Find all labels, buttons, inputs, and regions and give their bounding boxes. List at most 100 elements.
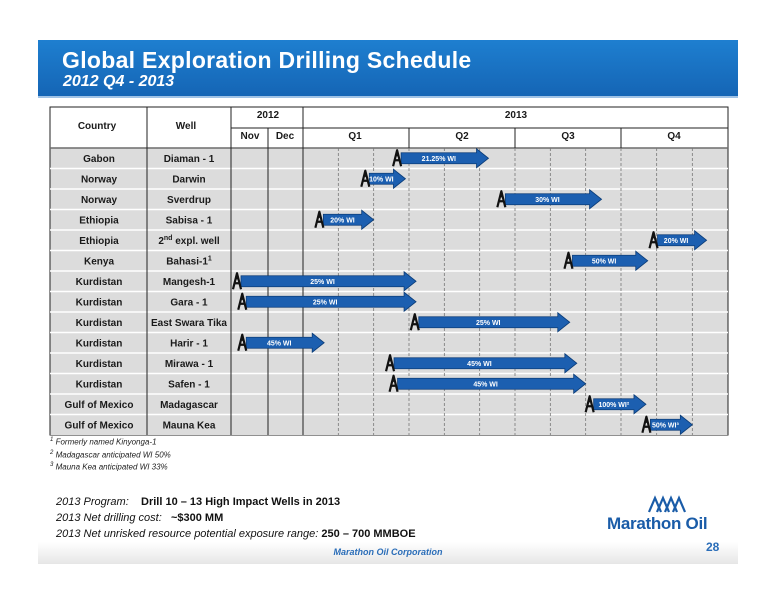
row-background <box>50 394 728 415</box>
task-arrow <box>397 373 587 395</box>
row-well: Bahasi-11 <box>166 255 212 267</box>
row-country: Kurdistan <box>76 277 123 288</box>
page-subtitle: 2012 Q4 - 2013 <box>63 73 175 90</box>
program-line-2: 2013 Net drilling cost: ~$300 MM <box>56 512 224 524</box>
task-label: 45% WI <box>267 340 292 347</box>
row-well: East Swara Tika <box>151 318 227 329</box>
row-well: Safen - 1 <box>168 379 210 390</box>
task-arrow <box>400 147 490 169</box>
row-country: Gulf of Mexico <box>65 420 134 431</box>
logo-wave-icon <box>647 495 687 513</box>
row-country: Kurdistan <box>76 338 123 349</box>
row-well: 2nd expl. well <box>158 235 220 247</box>
task-label: 20% WI <box>664 238 689 245</box>
drilling-rig-icon <box>648 231 659 249</box>
task-arrow <box>245 291 417 313</box>
title-banner: Global Exploration Drilling Schedule 201… <box>38 40 738 96</box>
row-country: Kurdistan <box>76 297 123 308</box>
header-q3: Q3 <box>561 131 575 142</box>
row-background <box>50 250 728 271</box>
row-background <box>50 209 728 230</box>
program-summary: 2013 Program: Drill 10 – 13 High Impact … <box>56 494 416 542</box>
footnote-1: 1 Formerly named Kinyonga-1 <box>50 437 157 447</box>
row-background <box>50 148 728 169</box>
drilling-rig-icon <box>388 374 399 393</box>
schedule-grid <box>49 106 729 436</box>
drill-task: 45% WI <box>388 373 587 395</box>
header-q4: Q4 <box>667 131 681 142</box>
header-q1: Q1 <box>348 131 362 142</box>
row-background <box>50 414 728 435</box>
task-arrow <box>572 250 649 272</box>
page-title: Global Exploration Drilling Schedule <box>62 47 472 73</box>
row-country: Kurdistan <box>76 318 123 329</box>
task-arrow <box>368 168 407 190</box>
drill-task: 25% WI <box>231 270 417 292</box>
banner-underline <box>38 96 738 98</box>
page-number: 28 <box>706 540 720 554</box>
row-well: Darwin <box>172 174 205 185</box>
drill-task: 25% WI <box>237 291 417 313</box>
header-well: Well <box>176 121 197 132</box>
row-well: Sverdrup <box>167 195 211 206</box>
task-arrow <box>504 188 603 210</box>
footer-bar: Marathon Oil Corporation <box>38 542 738 564</box>
schedule-rows: Gabon Diaman - 1 Norway Darwin Norway Sverdru… <box>65 154 228 432</box>
task-label: 100% WI² <box>598 402 629 409</box>
drilling-rig-icon <box>392 149 403 167</box>
drill-task: 10% WI <box>360 168 407 190</box>
drilling-rig-icon <box>584 395 595 413</box>
marathon-oil-logo: Marathon Oil <box>605 494 725 540</box>
footnotes: 1 Formerly named Kinyonga-1 2 Madagascar… <box>50 435 171 473</box>
header-q2: Q2 <box>455 131 469 142</box>
task-label: 50% WI <box>592 258 617 265</box>
task-arrow <box>593 393 647 415</box>
row-country: Kenya <box>84 256 114 267</box>
drill-task: 50% WI <box>563 250 649 272</box>
row-country: Gabon <box>83 154 115 165</box>
drilling-rig-icon <box>237 292 248 311</box>
schedule-header: Country Well 2012 2013 Nov Dec Q1 Q2 Q3 … <box>78 110 681 142</box>
task-label: 30% WI <box>535 197 560 204</box>
drill-task: 25% WI <box>409 311 571 333</box>
drill-task: 45% WI <box>384 352 578 374</box>
row-background <box>50 230 728 251</box>
row-country: Norway <box>81 174 118 185</box>
row-country: Kurdistan <box>76 379 123 390</box>
task-label: 20% WI <box>330 217 355 224</box>
task-arrow <box>240 270 417 292</box>
row-well: Mirawa - 1 <box>165 359 214 370</box>
row-well: Diaman - 1 <box>164 154 215 165</box>
row-country: Norway <box>81 195 118 206</box>
task-label: 25% WI <box>310 279 335 286</box>
row-country: Gulf of Mexico <box>65 400 134 411</box>
task-label: 50% WI³ <box>652 422 680 429</box>
row-well: Harir - 1 <box>170 338 208 349</box>
task-label: 45% WI <box>467 361 492 368</box>
row-well: Mangesh-1 <box>163 277 216 288</box>
drilling-rig-icon <box>563 251 574 270</box>
task-label: 45% WI <box>473 381 498 388</box>
row-background <box>50 189 728 210</box>
row-well: Mauna Kea <box>163 420 216 431</box>
drilling-rig-icon <box>384 354 396 372</box>
drilling-rig-icon <box>314 210 325 229</box>
header-month-nov: Nov <box>241 131 260 142</box>
header-year-2012: 2012 <box>257 110 280 121</box>
drill-task: 20% WI <box>648 229 708 251</box>
row-country: Ethiopia <box>79 236 119 247</box>
drilling-rig-icon <box>409 313 420 331</box>
task-arrow <box>393 352 578 374</box>
row-well: Gara - 1 <box>170 297 208 308</box>
task-label: 25% WI <box>313 299 338 306</box>
task-label: 10% WI <box>369 176 394 183</box>
drill-task: 30% WI <box>496 188 603 210</box>
header-month-dec: Dec <box>276 131 295 142</box>
drilling-rig-icon <box>360 169 371 188</box>
row-well: Sabisa - 1 <box>166 215 213 226</box>
footnote-2: 2 Madagascar anticipated WI 50% <box>50 449 171 460</box>
drill-task: 21.25% WI <box>392 147 490 169</box>
program-line-3: 2013 Net unrisked resource potential exp… <box>56 528 416 540</box>
header-country: Country <box>78 121 117 132</box>
